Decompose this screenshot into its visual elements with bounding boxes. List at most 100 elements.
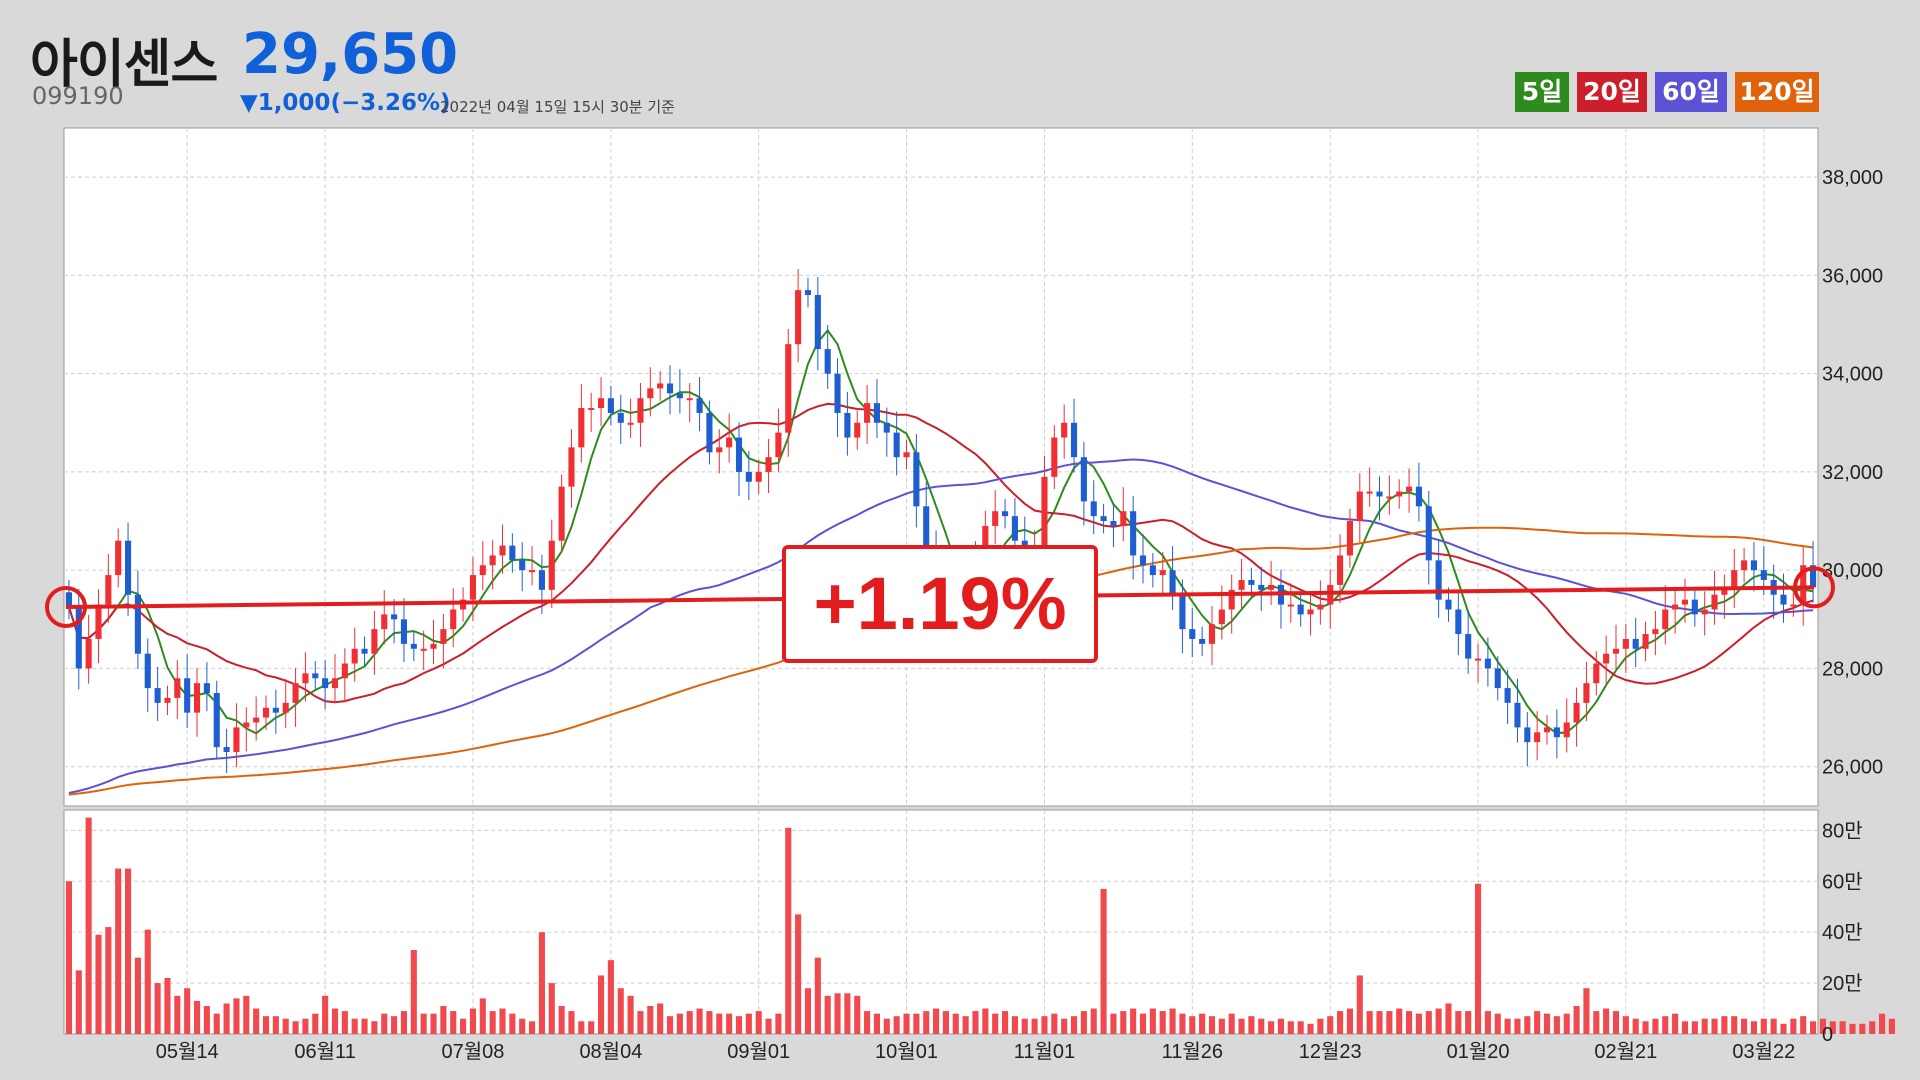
legend-ma5[interactable]: 5일 [1515, 72, 1569, 112]
candle-body [124, 540, 132, 595]
price-tick-label: 32,000 [1822, 462, 1883, 484]
volume-bar [1750, 1021, 1758, 1034]
candle-body [735, 437, 743, 472]
candle-body [548, 540, 555, 590]
volume-bar [460, 1018, 467, 1034]
volume-bar [1474, 883, 1482, 1034]
legend-ma120[interactable]: 120일 [1735, 72, 1819, 112]
candle-body [597, 398, 605, 409]
candle-body [1346, 521, 1353, 556]
volume-axis: 0 20만 40만 60만 80만 [1822, 819, 1863, 1046]
volume-bar [430, 1013, 437, 1034]
candle-body [469, 575, 476, 600]
volume-bar [548, 983, 555, 1034]
volume-bar [1218, 1018, 1225, 1034]
volume-bar [913, 1013, 920, 1034]
volume-bar [1672, 1013, 1679, 1034]
volume-bar [292, 1021, 299, 1034]
volume-bar [1612, 1011, 1620, 1034]
volume-bar [1524, 1016, 1531, 1034]
candle-body [243, 722, 250, 728]
volume-bar [1415, 1013, 1422, 1034]
volume-bar [134, 957, 141, 1034]
legend-ma60[interactable]: 60일 [1655, 72, 1727, 112]
candle-body [1691, 599, 1698, 615]
volume-bar [1484, 1011, 1491, 1034]
volume-bar [1208, 1016, 1216, 1034]
candle-body [1337, 555, 1344, 585]
candle-body [1356, 491, 1363, 522]
legend-ma20[interactable]: 20일 [1577, 72, 1647, 112]
candle-body [657, 383, 664, 389]
volume-bar [115, 868, 122, 1034]
candle-body [184, 678, 191, 713]
date-tick-label: 11월26 [1162, 1040, 1223, 1063]
volume-bar [95, 934, 102, 1034]
volume-bar [1563, 1013, 1570, 1034]
volume-bar [1425, 1011, 1432, 1034]
candle-body [883, 422, 890, 433]
candle-body [499, 545, 506, 556]
volume-bar [124, 868, 132, 1034]
candle-body [1563, 722, 1570, 738]
volume-bar [272, 1016, 279, 1034]
date-tick-label: 09월01 [727, 1040, 790, 1063]
volume-bar [361, 1018, 368, 1034]
candle-body [519, 560, 526, 571]
candle-body [410, 643, 417, 649]
candle-body [115, 540, 122, 576]
candle-body [834, 373, 841, 413]
volume-bar [1435, 1008, 1442, 1034]
candle-body [312, 673, 319, 679]
volume-bar [469, 1008, 476, 1034]
candle-body [1228, 589, 1235, 610]
volume-bar [1199, 1013, 1206, 1034]
volume-bar [844, 993, 851, 1034]
volume-bar [1760, 1018, 1767, 1034]
candle-body [420, 648, 427, 651]
volume-bar [1514, 1018, 1521, 1034]
candle-body [1051, 437, 1058, 477]
candle-body [568, 447, 575, 487]
volume-bar [312, 1013, 319, 1034]
ma-line-5 [67, 328, 1814, 735]
candle-body [1543, 727, 1551, 733]
candle-body [174, 678, 181, 698]
volume-bar [1632, 1018, 1639, 1034]
volume-bar [1406, 1011, 1413, 1034]
volume-bar [499, 1008, 506, 1034]
volume-tick-label: 20만 [1822, 972, 1863, 995]
volume-bar [1731, 1016, 1738, 1034]
volume-bar [1681, 1021, 1689, 1034]
candle-body [1130, 511, 1137, 556]
volume-bar [627, 995, 634, 1034]
candle-body [1622, 638, 1629, 649]
candle-body [272, 707, 279, 713]
candle-body [1011, 516, 1018, 541]
volume-tick-label: 0 [1822, 1024, 1833, 1046]
candle-body [95, 604, 102, 639]
candle-body [391, 614, 398, 620]
candle-body [1100, 516, 1107, 522]
volume-tick-label: 60만 [1822, 870, 1863, 893]
volume-tick-label: 80만 [1822, 819, 1863, 842]
volume-bar [1790, 1018, 1797, 1034]
candle-body [331, 678, 339, 689]
candle-body [361, 648, 368, 654]
volume-bar [1258, 1018, 1265, 1034]
ma-line-60 [68, 458, 1814, 794]
candle-body [804, 290, 812, 296]
candle-body [1504, 688, 1511, 703]
volume-bar [657, 1003, 664, 1034]
volume-bar [341, 1011, 348, 1034]
volume-bar [1346, 1008, 1353, 1034]
candle-body [193, 683, 201, 713]
volume-tick-label: 40만 [1822, 921, 1863, 944]
candle-body [1386, 496, 1393, 499]
date-tick-label: 12월23 [1299, 1040, 1362, 1063]
volume-bar [558, 1006, 565, 1034]
candle-body [1041, 476, 1048, 546]
candle-body [1415, 486, 1422, 507]
candle-body [371, 629, 378, 654]
candle-body [322, 678, 329, 689]
